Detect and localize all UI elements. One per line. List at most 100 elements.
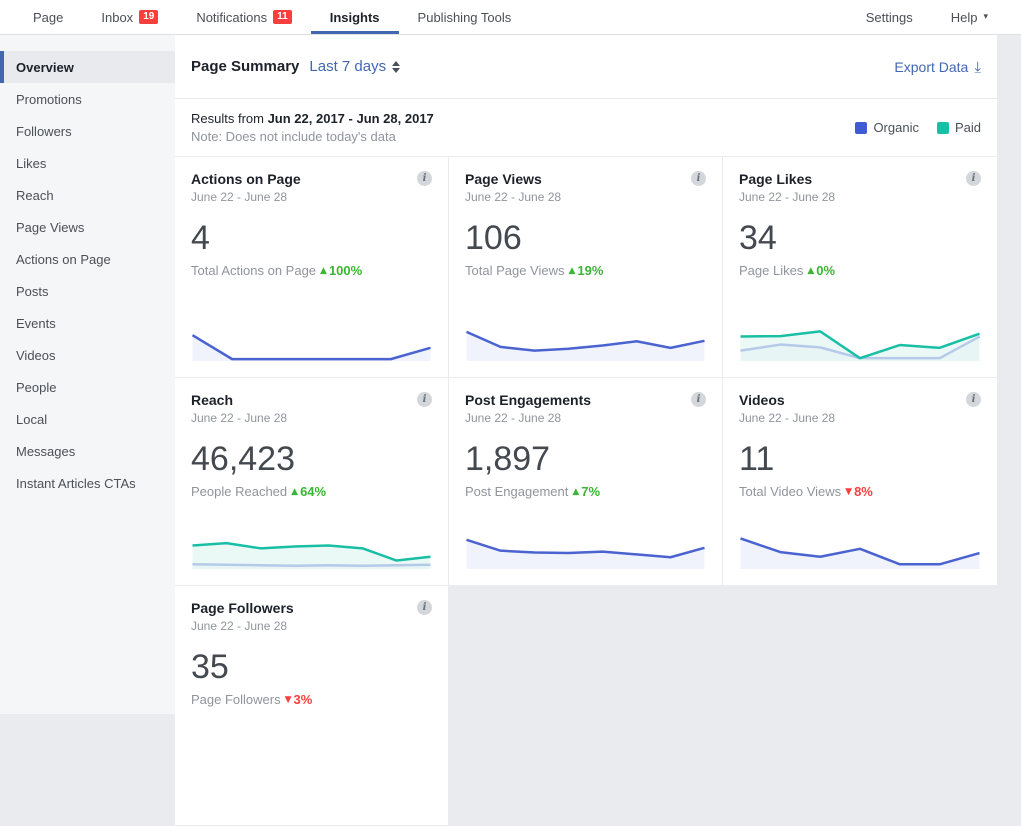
settings-button[interactable]: Settings (865, 9, 913, 25)
metric-cards-grid: Actions on Page i June 22 - June 28 4 To… (175, 157, 997, 826)
delta-badge: ▲ 64% (291, 484, 327, 499)
sidebar-item-followers[interactable]: Followers (16, 123, 72, 139)
sidebar-item-posts[interactable]: Posts (16, 283, 49, 299)
export-data-button[interactable]: Export Data ⤓ (894, 57, 981, 76)
sparkline-chart (465, 516, 706, 571)
main-content: Page Summary Last 7 days Export Data ⤓ R… (175, 35, 1021, 826)
card-metric-label: Page Followers (191, 692, 281, 707)
results-note: Note: Does not include today's data (191, 128, 396, 144)
card-value: 11 (739, 440, 775, 478)
nav-tab-notifications[interactable]: Notifications 11 (177, 0, 310, 34)
card-actions-on-page[interactable]: Actions on Page i June 22 - June 28 4 To… (175, 157, 449, 378)
card-page-views[interactable]: Page Views i June 22 - June 28 106 Total… (449, 157, 723, 378)
notifications-count-badge: 11 (273, 10, 292, 24)
card-title: Reach (191, 392, 234, 408)
card-value: 35 (191, 648, 229, 686)
nav-tab-label: Publishing Tools (417, 9, 512, 25)
card-page-likes[interactable]: Page Likes i June 22 - June 28 34 Page L… (723, 157, 997, 378)
date-range-dropdown[interactable]: Last 7 days (309, 58, 401, 75)
nav-tab-label: Insights (329, 9, 380, 25)
nav-tab-page[interactable]: Page (14, 0, 82, 34)
card-title: Page Views (465, 171, 542, 187)
nav-right-group: Settings Help ▾ (847, 0, 1021, 34)
sidebar-item-instant-articles-ctas[interactable]: Instant Articles CTAs (16, 475, 136, 491)
delta-badge: ▼ 3% (284, 692, 313, 707)
card-value: 34 (739, 219, 777, 257)
info-icon[interactable]: i (417, 600, 432, 615)
delta-up-icon: ▲ (568, 265, 576, 276)
info-icon[interactable]: i (966, 392, 981, 407)
card-value: 1,897 (465, 440, 551, 478)
delta-badge: ▲ 100% (320, 263, 363, 278)
info-icon[interactable]: i (417, 171, 432, 186)
card-value: 46,423 (191, 440, 295, 478)
card-metric-label: Page Likes (739, 263, 804, 278)
results-range-line: Results from Jun 22, 2017 - Jun 28, 2017 (191, 110, 434, 126)
card-videos[interactable]: Videos i June 22 - June 28 11 Total Vide… (723, 378, 997, 586)
card-metric-label: Total Video Views (739, 484, 842, 499)
legend-paid: Paid (936, 120, 981, 135)
nav-tab-inbox[interactable]: Inbox 19 (82, 0, 177, 34)
sidebar-item-videos[interactable]: Videos (16, 347, 56, 363)
card-period: June 22 - June 28 (465, 190, 562, 204)
sparkline-chart (191, 308, 432, 363)
insights-sidebar: Overview Promotions Followers Likes Reac… (0, 35, 175, 714)
sidebar-item-overview[interactable]: Overview (0, 51, 175, 83)
sidebar-item-promotions[interactable]: Promotions (16, 91, 82, 107)
sidebar-item-page-views[interactable]: Page Views (16, 219, 85, 235)
card-reach[interactable]: Reach i June 22 - June 28 46,423 People … (175, 378, 449, 586)
delta-up-icon: ▲ (572, 486, 580, 497)
sidebar-item-local[interactable]: Local (16, 411, 48, 427)
paid-swatch-icon (936, 121, 949, 134)
chevron-down-icon: ▾ (983, 12, 988, 22)
delta-up-icon: ▲ (291, 486, 299, 497)
card-period: June 22 - June 28 (465, 411, 562, 425)
card-title: Page Followers (191, 600, 294, 616)
sort-arrows-icon (392, 60, 401, 73)
delta-up-icon: ▲ (320, 265, 327, 276)
sidebar-item-reach[interactable]: Reach (16, 187, 54, 203)
card-period: June 22 - June 28 (191, 411, 288, 425)
card-value: 4 (191, 219, 210, 257)
card-metric-label: Total Page Views (465, 263, 565, 278)
info-icon[interactable]: i (691, 392, 706, 407)
nav-tab-label: Notifications (196, 9, 268, 25)
nav-tab-insights[interactable]: Insights (311, 0, 399, 34)
card-title: Actions on Page (191, 171, 301, 187)
sidebar-item-actions-on-page[interactable]: Actions on Page (16, 251, 111, 267)
results-date-range: Jun 22, 2017 - Jun 28, 2017 (267, 110, 434, 126)
delta-up-icon: ▲ (807, 265, 815, 276)
card-period: June 22 - June 28 (191, 190, 288, 204)
download-icon: ⤓ (974, 57, 981, 76)
help-menu-button[interactable]: Help ▾ (950, 9, 988, 25)
delta-badge: ▼ 8% (845, 484, 873, 499)
sidebar-item-messages[interactable]: Messages (16, 443, 76, 459)
delta-down-icon: ▼ (845, 486, 853, 497)
sidebar-item-events[interactable]: Events (16, 315, 56, 331)
delta-badge: ▲ 7% (572, 484, 601, 499)
legend-organic: Organic (855, 120, 919, 135)
sparkline-chart (465, 308, 706, 363)
card-metric-label: Post Engagement (465, 484, 569, 499)
info-icon[interactable]: i (966, 171, 981, 186)
card-period: June 22 - June 28 (739, 411, 836, 425)
card-title: Page Likes (739, 171, 813, 187)
page-summary-title: Page Summary (191, 58, 300, 75)
sparkline-chart (739, 308, 981, 363)
nav-tab-publishing-tools[interactable]: Publishing Tools (399, 0, 531, 34)
card-metric-label: People Reached (191, 484, 288, 499)
info-icon[interactable]: i (417, 392, 432, 407)
chart-legend: Organic Paid (855, 120, 981, 135)
card-post-engagements[interactable]: Post Engagements i June 22 - June 28 1,8… (449, 378, 723, 586)
sidebar-item-people[interactable]: People (16, 379, 57, 395)
sidebar-item-likes[interactable]: Likes (16, 155, 47, 171)
card-period: June 22 - June 28 (739, 190, 836, 204)
top-nav: Page Inbox 19 Notifications 11 Insights … (0, 0, 1021, 35)
card-page-followers[interactable]: Page Followers i June 22 - June 28 35 Pa… (175, 586, 449, 826)
sparkline-chart (191, 516, 432, 571)
sparkline-chart (739, 516, 981, 571)
card-value: 106 (465, 219, 522, 257)
results-bar: Results from Jun 22, 2017 - Jun 28, 2017… (175, 99, 997, 157)
delta-down-icon: ▼ (284, 694, 292, 705)
info-icon[interactable]: i (691, 171, 706, 186)
